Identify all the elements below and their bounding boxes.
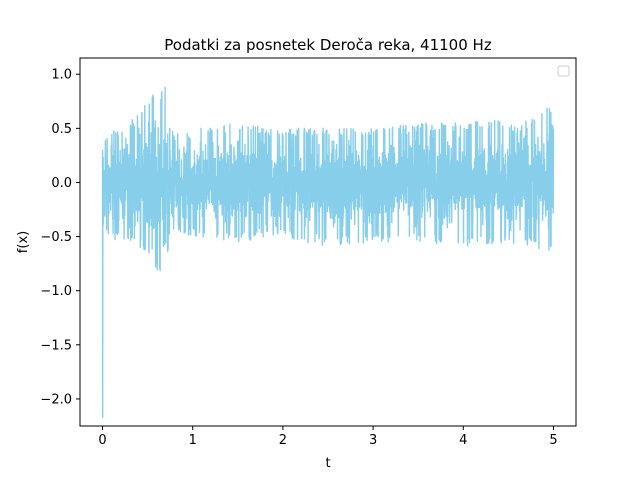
axes-frame xyxy=(79,57,577,427)
x-tick-label: 3 xyxy=(369,433,377,448)
y-axis-label: f(x) xyxy=(16,231,31,253)
legend-box xyxy=(557,65,570,77)
y-axis: 1.0 0.5 0.0 −0.5 −1.0 −1.5 −2.0 xyxy=(40,68,80,407)
x-tick-label: 4 xyxy=(459,433,467,448)
y-tick-label: −1.0 xyxy=(40,284,72,299)
x-axis: 0 1 2 3 4 5 xyxy=(98,426,558,448)
y-tick-label: 1.0 xyxy=(51,68,72,83)
x-tick-label: 1 xyxy=(189,433,197,448)
y-tick-label: 0.5 xyxy=(51,122,72,137)
chart-title: Podatki za posnetek Deroča reka, 41100 H… xyxy=(164,36,492,54)
y-tick-label: 0.0 xyxy=(51,176,72,191)
x-tick-label: 5 xyxy=(549,433,557,448)
y-tick-label: −2.0 xyxy=(40,392,72,407)
series-layer xyxy=(101,86,555,419)
series-line xyxy=(101,86,555,419)
x-tick-label: 2 xyxy=(279,433,287,448)
y-tick-label: −0.5 xyxy=(40,230,72,245)
x-tick-label: 0 xyxy=(98,433,106,448)
x-axis-label: t xyxy=(325,456,330,471)
y-tick-label: −1.5 xyxy=(40,338,72,353)
